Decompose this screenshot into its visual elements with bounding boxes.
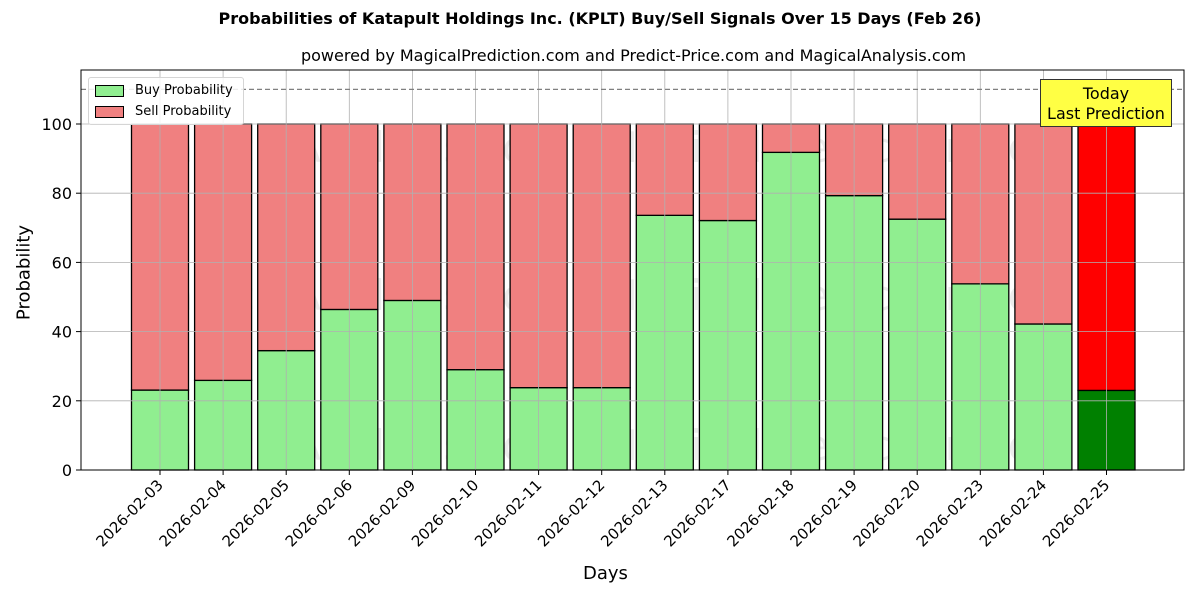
x-tick-label: 2026-02-10 [408,476,482,550]
x-tick-label: 2026-02-19 [787,476,861,550]
legend-swatch-sell [95,105,124,118]
x-tick-label: 2026-02-04 [156,476,230,550]
annotation-line1: Today [1082,84,1130,103]
x-tick-label: 2026-02-05 [219,476,293,550]
plot-frame [80,69,1185,471]
reference-line [81,70,1184,470]
x-tick-label: 2026-02-23 [913,476,987,550]
legend-item-sell: Sell Probability [95,104,231,119]
legend-label-sell: Sell Probability [135,104,232,119]
legend-label-buy: Buy Probability [135,83,233,98]
y-axis-label: Probability [13,224,35,321]
legend-item-buy: Buy Probability [95,83,233,98]
x-tick-label: 2026-02-25 [1039,476,1113,550]
chart-subtitle: powered by MagicalPrediction.com and Pre… [300,46,967,65]
y-tick-label: 60 [52,253,72,272]
x-tick-label: 2026-02-24 [976,476,1050,550]
x-tick-label: 2026-02-13 [597,476,671,550]
annotation-line2: Last Prediction [1047,104,1165,123]
x-tick-label: 2026-02-12 [534,476,608,550]
y-tick-label: 0 [62,461,72,480]
chart-title: Probabilities of Katapult Holdings Inc. … [218,9,982,28]
x-tick-label: 2026-02-17 [660,476,734,550]
y-tick-label: 20 [52,392,72,411]
x-tick-label: 2026-02-20 [850,476,924,550]
x-tick-label: 2026-02-06 [282,476,356,550]
y-tick-label: 80 [52,184,72,203]
y-tick-label: 100 [41,115,72,134]
x-axis-label: Days [583,563,628,584]
x-tick-label: 2026-02-09 [345,476,419,550]
x-tick-label: 2026-02-18 [723,476,797,550]
x-tick-label: 2026-02-11 [471,476,545,550]
legend: Buy Probability Sell Probability [88,77,244,125]
legend-swatch-buy [95,84,124,97]
x-tick-label: 2026-02-03 [92,476,166,550]
today-annotation: Today Last Prediction [1040,79,1172,127]
y-tick-label: 40 [52,323,72,342]
